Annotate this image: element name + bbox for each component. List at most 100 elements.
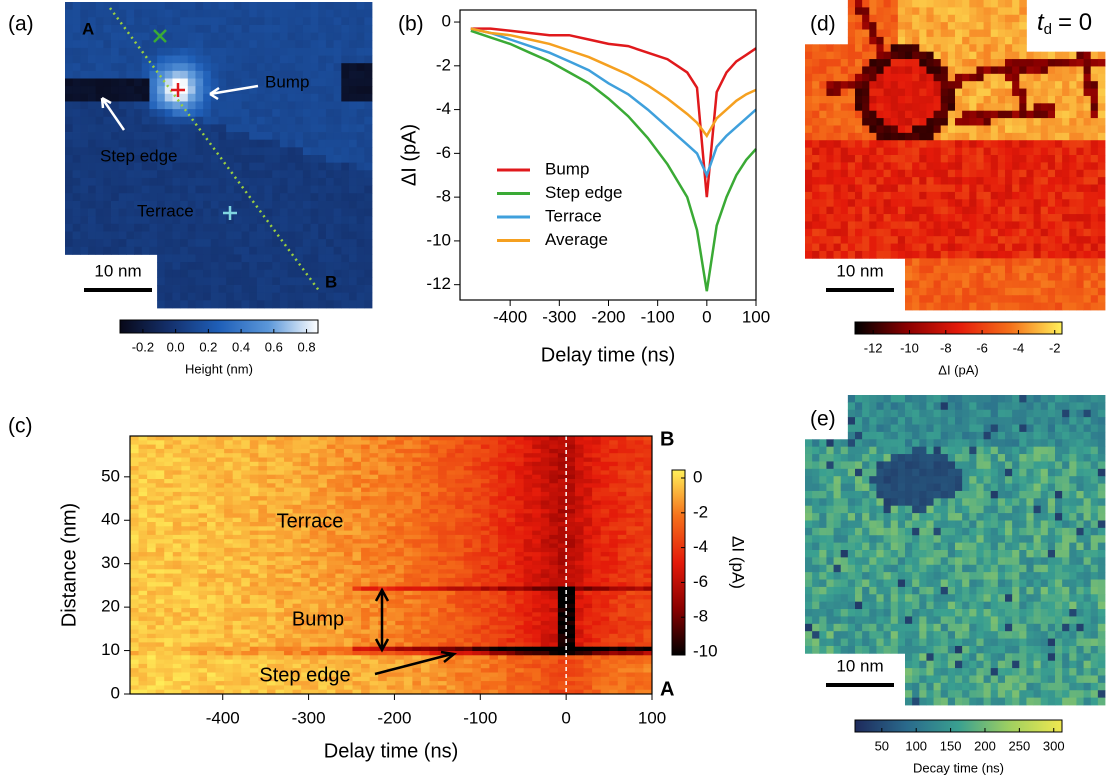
image-pixel bbox=[241, 504, 251, 510]
image-pixel bbox=[226, 63, 235, 72]
image-pixel bbox=[309, 573, 319, 579]
image-pixel bbox=[301, 603, 311, 609]
image-pixel bbox=[395, 491, 405, 497]
image-pixel bbox=[181, 513, 191, 519]
image-pixel bbox=[592, 491, 602, 497]
image-pixel bbox=[232, 440, 242, 445]
image-pixel bbox=[266, 616, 276, 622]
image-pixel bbox=[592, 543, 602, 549]
image-pixel bbox=[600, 517, 610, 523]
image-pixel bbox=[264, 86, 273, 95]
image-pixel bbox=[207, 496, 216, 501]
image-pixel bbox=[72, 231, 81, 240]
image-pixel bbox=[348, 177, 358, 186]
image-pixel bbox=[226, 124, 235, 133]
image-pixel bbox=[532, 603, 542, 609]
image-pixel bbox=[506, 547, 516, 553]
image-pixel bbox=[335, 616, 345, 622]
image-pixel bbox=[378, 547, 388, 553]
image-pixel bbox=[149, 70, 158, 79]
image-pixel bbox=[356, 47, 365, 56]
image-pixel bbox=[506, 629, 516, 635]
image-pixel bbox=[295, 70, 304, 79]
image-pixel bbox=[369, 663, 379, 669]
image-pixel bbox=[147, 504, 157, 510]
image-pixel bbox=[224, 629, 234, 635]
image-pixel bbox=[138, 440, 148, 445]
image-pixel bbox=[272, 86, 281, 95]
image-pixel bbox=[256, 93, 265, 102]
image-pixel bbox=[643, 633, 653, 639]
image-pixel bbox=[523, 638, 533, 643]
image-pixel bbox=[326, 560, 336, 566]
image-pixel bbox=[489, 504, 499, 510]
image-pixel bbox=[429, 608, 439, 613]
image-pixel bbox=[634, 603, 644, 609]
image-pixel bbox=[218, 185, 227, 194]
image-pixel bbox=[600, 461, 610, 467]
image-pixel bbox=[195, 47, 204, 56]
image-pixel bbox=[626, 663, 636, 669]
image-pixel bbox=[224, 612, 234, 617]
image-pixel bbox=[232, 663, 242, 669]
image-pixel bbox=[532, 483, 542, 488]
image-pixel bbox=[609, 543, 619, 549]
image-pixel bbox=[224, 565, 234, 570]
image-pixel bbox=[157, 139, 166, 148]
image-pixel bbox=[420, 633, 430, 639]
image-pixel bbox=[118, 155, 127, 164]
image-pixel bbox=[506, 608, 516, 613]
image-pixel bbox=[138, 569, 148, 574]
image-pixel bbox=[155, 466, 165, 471]
image-pixel bbox=[155, 599, 165, 605]
image-pixel bbox=[181, 603, 191, 609]
image-pixel bbox=[157, 177, 166, 186]
image-pixel bbox=[364, 17, 373, 26]
image-pixel bbox=[412, 513, 422, 519]
image-pixel bbox=[352, 539, 362, 544]
image-pixel bbox=[489, 668, 499, 673]
image-pixel bbox=[634, 642, 644, 648]
image-pixel bbox=[386, 534, 396, 540]
image-pixel bbox=[497, 651, 507, 656]
image-pixel bbox=[626, 547, 636, 553]
image-pixel bbox=[180, 185, 189, 194]
image-pixel bbox=[634, 539, 644, 544]
image-pixel bbox=[549, 496, 559, 501]
image-pixel bbox=[480, 582, 490, 587]
image-pixel bbox=[164, 616, 174, 622]
image-pixel bbox=[412, 586, 422, 592]
image-pixel bbox=[187, 93, 196, 102]
image-pixel bbox=[480, 534, 490, 540]
image-pixel bbox=[147, 440, 157, 445]
image-pixel bbox=[187, 147, 196, 156]
image-pixel bbox=[147, 474, 157, 480]
image-pixel bbox=[309, 474, 319, 480]
image-pixel bbox=[155, 668, 165, 673]
image-pixel bbox=[249, 223, 258, 232]
image-pixel bbox=[292, 440, 302, 445]
image-pixel bbox=[264, 285, 273, 294]
image-pixel bbox=[189, 608, 199, 613]
image-pixel bbox=[326, 466, 336, 471]
image-pixel bbox=[600, 526, 610, 531]
image-pixel bbox=[65, 70, 74, 79]
image-pixel bbox=[566, 573, 576, 579]
image-pixel bbox=[224, 504, 234, 510]
image-pixel bbox=[147, 526, 157, 531]
image-pixel bbox=[515, 522, 525, 527]
image-pixel bbox=[302, 300, 311, 309]
image-pixel bbox=[412, 663, 422, 669]
image-pixel bbox=[438, 668, 448, 673]
image-pixel bbox=[361, 543, 371, 549]
image-pixel bbox=[566, 517, 576, 523]
image-pixel bbox=[126, 9, 135, 18]
image-pixel bbox=[472, 440, 482, 445]
image-pixel bbox=[369, 552, 379, 557]
image-pixel bbox=[592, 638, 602, 643]
image-pixel bbox=[111, 132, 120, 141]
image-pixel bbox=[386, 466, 396, 471]
image-pixel bbox=[215, 530, 225, 536]
image-pixel bbox=[147, 625, 157, 630]
image-pixel bbox=[343, 651, 353, 656]
